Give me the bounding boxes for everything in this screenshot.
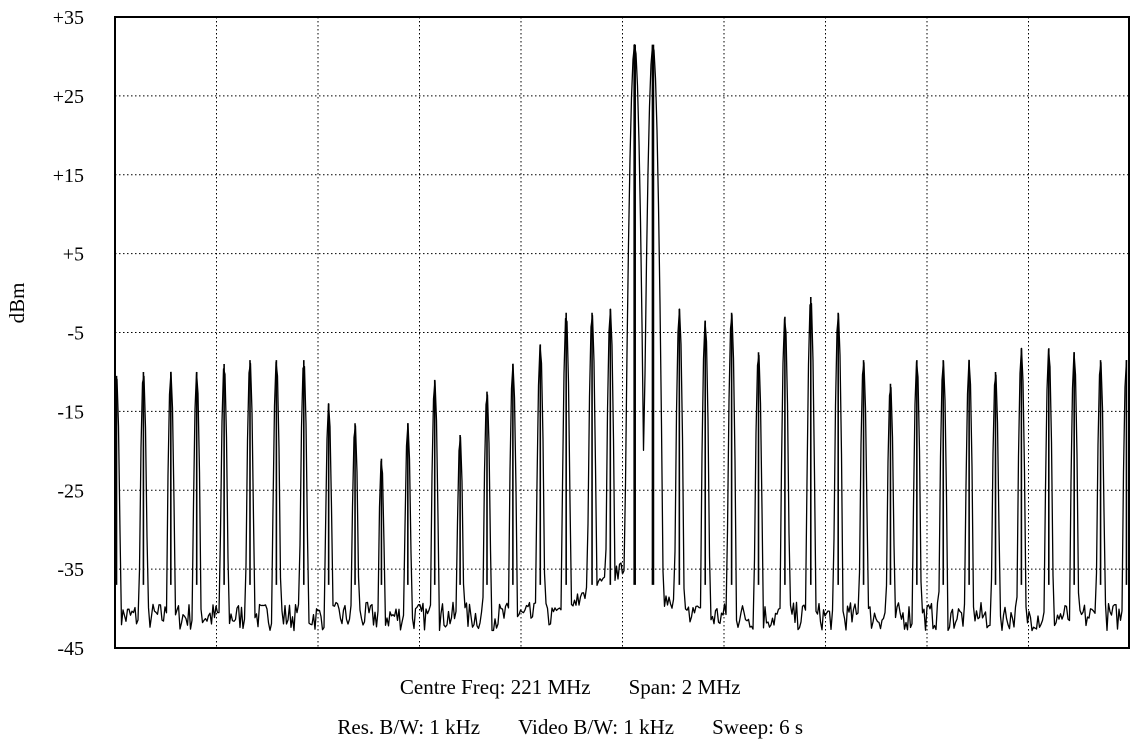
info-line-2: Res. B/W: 1 kHz Video B/W: 1 kHz Sweep: 6 … (0, 690, 1130, 740)
y-tick-label: -45 (57, 638, 84, 660)
y-tick-label: +25 (53, 86, 84, 108)
plot-frame (114, 16, 1130, 649)
y-tick-label: -15 (57, 401, 84, 423)
video-bw-label: Video B/W: 1 kHz (518, 715, 675, 739)
y-tick-label: -35 (57, 559, 84, 581)
y-tick-labels: +35 +25 +15 +5 -5 -15 -25 -35 -45 (53, 7, 84, 660)
spectrum-trace (116, 44, 1128, 632)
y-tick-label: +35 (53, 7, 84, 29)
res-bw-label: Res. B/W: 1 kHz (337, 715, 481, 739)
centre-freq-label: Centre Freq: 221 MHz (399, 675, 591, 699)
y-tick-label: +5 (63, 244, 84, 266)
y-axis-label: dBm (5, 283, 29, 324)
y-tick-label: -5 (67, 323, 84, 345)
y-tick-label: +15 (53, 165, 84, 187)
grid (115, 17, 1130, 648)
span-label: Span: 2 MHz (628, 675, 741, 699)
y-tick-label: -25 (57, 480, 84, 502)
trace-layer (115, 44, 1128, 632)
sweep-label: Sweep: 6 s (712, 715, 804, 739)
info-line-1: Centre Freq: 221 MHz Span: 2 MHz (0, 650, 1130, 700)
